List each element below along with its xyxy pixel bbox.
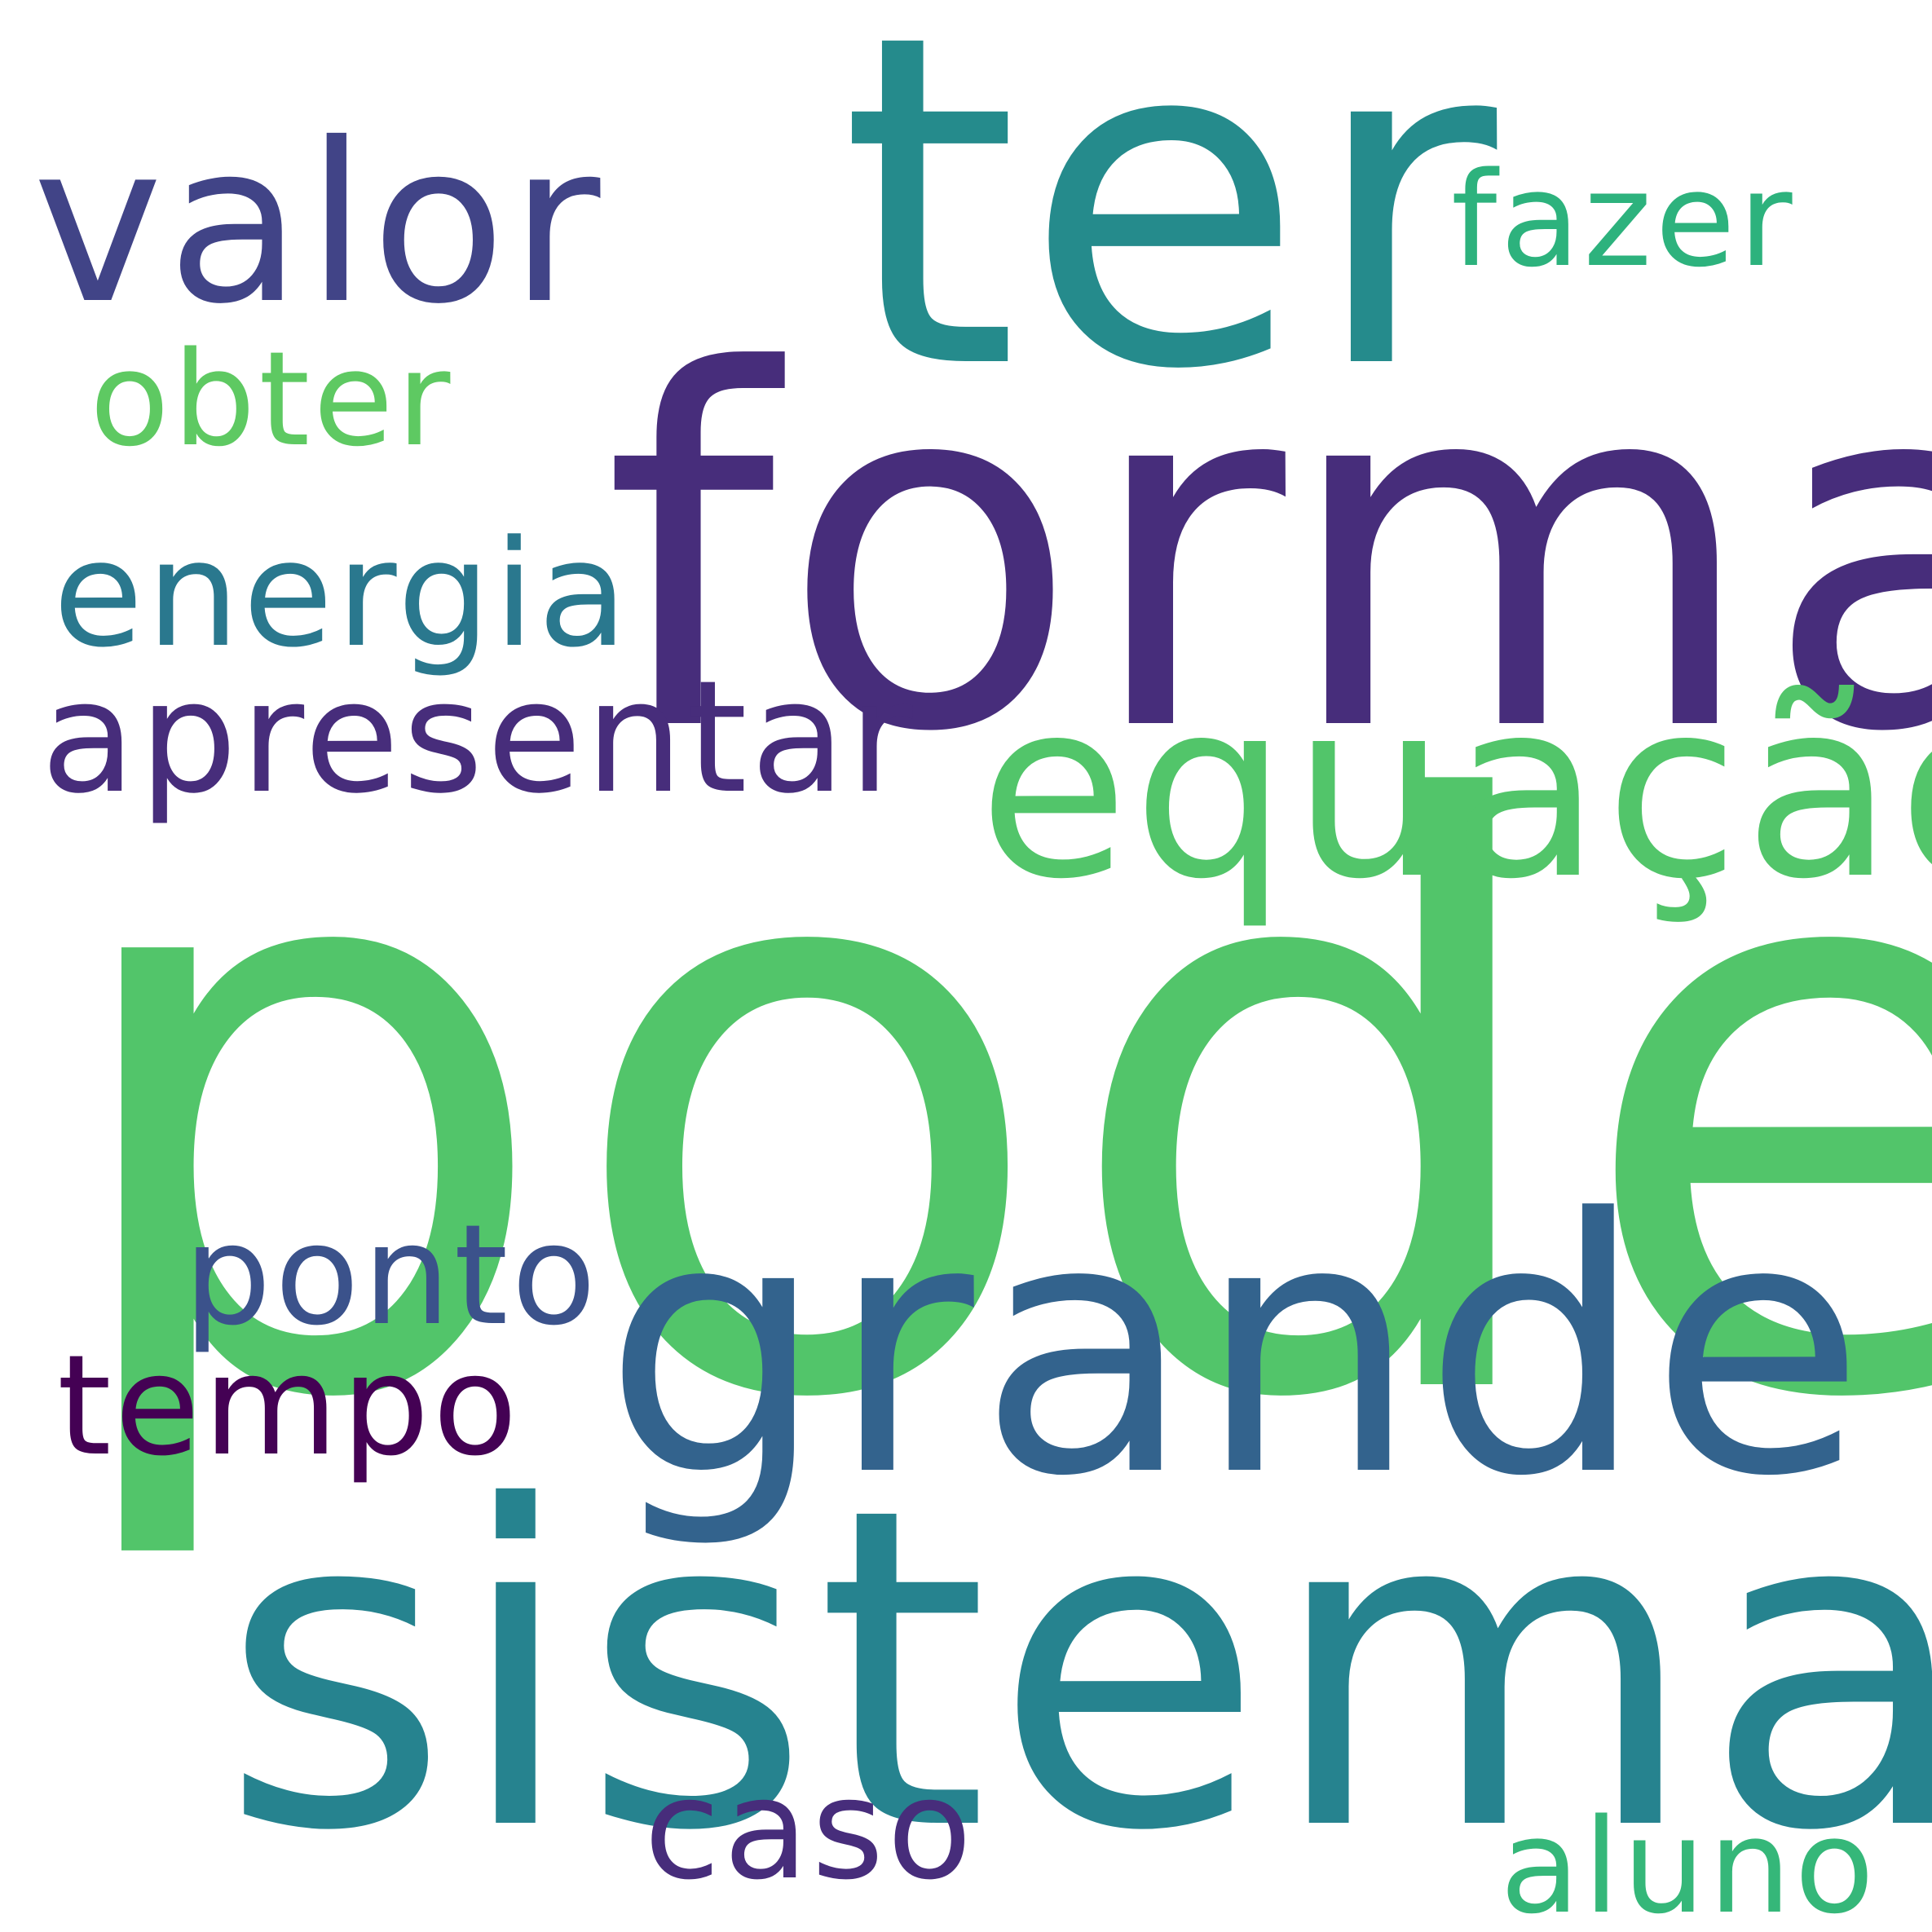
word-sistema: sistema [220, 1415, 1932, 1927]
word-equacao: equação [978, 648, 1932, 933]
word-obter: obter [90, 323, 454, 475]
word-tempo: tempo [57, 1325, 521, 1487]
word-aluno: aluno [1500, 1790, 1878, 1932]
word-forma: forma [603, 269, 1932, 839]
word-ter: ter [840, 0, 1502, 470]
word-valor: valor [33, 95, 605, 352]
word-caso: caso [644, 1749, 976, 1911]
word-apresentar: apresentar [41, 647, 916, 827]
word-ponto: ponto [183, 1195, 600, 1356]
word-grande: grande [603, 1145, 1870, 1553]
word-poder: poder [49, 643, 1932, 1573]
word-fazer: fazer [1451, 143, 1796, 296]
word-energia: energia [53, 509, 631, 680]
